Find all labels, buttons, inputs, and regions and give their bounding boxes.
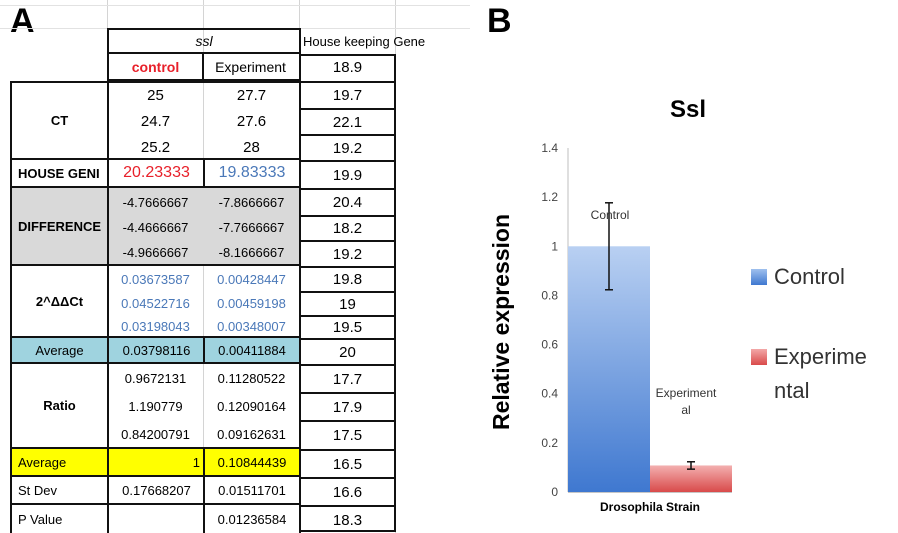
- y-tick-label: 0.6: [541, 338, 558, 352]
- average2-control: 1: [107, 449, 204, 477]
- housekeeping-value: 17.5: [299, 420, 396, 449]
- housekeeping-value: 16.5: [299, 449, 396, 477]
- difference-control-1: -4.7666667: [122, 195, 189, 210]
- y-tick-label: 1.4: [541, 141, 558, 155]
- y-tick-label: 0: [551, 485, 558, 499]
- legend-label-control: Control: [774, 264, 845, 289]
- housekeeping-value: 17.9: [299, 392, 396, 420]
- housekeeping-value: 19.5: [299, 315, 396, 338]
- housekeeping-value: 18.9: [332, 59, 363, 76]
- house-gene-control: 20.23333: [107, 160, 204, 188]
- difference-control-2: -4.4666667: [122, 220, 189, 235]
- row-label-stdev: St Dev: [10, 477, 107, 505]
- house-gene-experiment: 19.83333: [203, 160, 301, 188]
- row-label-average-1: Average: [10, 338, 107, 364]
- bar-chart-svg: Ssl Relative expression 0 0.2 0.4 0.6 0.8 1 1.…: [488, 96, 867, 514]
- ct-control-1: 25: [147, 86, 164, 104]
- pvalue-experiment: 0.01236584: [203, 505, 301, 533]
- housekeeping-value: 19.2: [299, 240, 396, 266]
- row-label-difference: DIFFERENCE: [10, 188, 107, 266]
- housekeeping-value: 19.9: [299, 160, 396, 188]
- legend-label-experimental-line2: ntal: [774, 378, 809, 403]
- spreadsheet-table: ssl House keeping Gene control Experimen…: [0, 0, 470, 533]
- ratio-control-3: 0.84200791: [121, 426, 190, 442]
- housekeeping-value: 18.2: [299, 215, 396, 240]
- housekeeping-header: House keeping Gene: [303, 33, 426, 49]
- ddct-control-3: 0.03198043: [121, 319, 190, 334]
- stdev-experiment: 0.01511701: [203, 477, 301, 505]
- difference-control-3: -4.9666667: [122, 245, 189, 260]
- row-label-ddct: 2^ΔΔCt: [10, 266, 107, 338]
- control-header: control: [107, 54, 204, 81]
- ratio-experiment-1: 0.11280522: [217, 370, 286, 386]
- housekeeping-value: 17.7: [299, 364, 396, 392]
- average2-experiment: 0.10844439: [203, 449, 301, 477]
- housekeeping-value: 20: [299, 338, 396, 364]
- difference-experiment-3: -8.1666667: [218, 245, 285, 260]
- ct-experiment-1: 27.7: [236, 86, 267, 104]
- average1-experiment: 0.00411884: [203, 338, 301, 364]
- housekeeping-value: 19: [299, 291, 396, 315]
- y-tick-label: 1: [551, 239, 558, 253]
- bar-label-experimental-line1: Experiment: [656, 386, 717, 400]
- housekeeping-value: 16.6: [299, 477, 396, 505]
- legend-swatch-control: [751, 269, 767, 285]
- ct-control-3: 25.2: [140, 138, 171, 156]
- legend-swatch-experimental: [751, 349, 767, 365]
- pvalue-control: [107, 505, 204, 533]
- bar-label-experimental-line2: al: [681, 403, 690, 417]
- row-label-pvalue: P Value: [10, 505, 107, 533]
- experiment-header: Experiment: [202, 54, 301, 81]
- housekeeping-value: 19.8: [299, 266, 396, 291]
- row-label-house-gene: HOUSE GENI: [10, 160, 107, 188]
- row-label-ratio: Ratio: [10, 364, 107, 449]
- difference-experiment-2: -7.7666667: [218, 220, 285, 235]
- bar-chart: Ssl Relative expression 0 0.2 0.4 0.6 0.8 1 1.…: [480, 0, 898, 533]
- ratio-experiment-3: 0.09162631: [217, 426, 286, 442]
- y-tick-label: 0.8: [541, 288, 558, 302]
- panel-label-a: A: [10, 2, 35, 40]
- legend-label-experimental-line1: Experime: [774, 344, 867, 369]
- bar-label-control: Control: [591, 208, 630, 222]
- ct-experiment-2: 27.6: [236, 112, 267, 130]
- housekeeping-value: 20.4: [299, 188, 396, 215]
- ratio-control-1: 0.9672131: [124, 370, 187, 386]
- stdev-control: 0.17668207: [107, 477, 204, 505]
- ddct-experiment-2: 0.00459198: [217, 295, 286, 311]
- ratio-control-2: 1.190779: [128, 398, 183, 414]
- chart-title: Ssl: [670, 96, 706, 123]
- average1-control: 0.03798116: [107, 338, 204, 364]
- x-axis-label: Drosophila Strain: [600, 500, 700, 514]
- ddct-experiment-1: 0.00428447: [217, 271, 286, 287]
- y-tick-label: 0.4: [541, 387, 558, 401]
- ddct-experiment-3: 0.00348007: [217, 319, 286, 334]
- panel-label-b: B: [487, 2, 512, 40]
- ddct-control-1: 0.03673587: [121, 271, 190, 287]
- housekeeping-value: 22.1: [299, 108, 396, 134]
- difference-experiment-1: -7.8666667: [218, 195, 285, 210]
- ct-experiment-3: 28: [243, 138, 260, 156]
- y-axis-label: Relative expression: [488, 214, 514, 430]
- housekeeping-value: 18.3: [299, 505, 396, 533]
- ct-control-2: 24.7: [140, 112, 171, 130]
- ratio-experiment-2: 0.12090164: [217, 398, 286, 414]
- row-label-average-2: Average: [10, 449, 107, 477]
- ssl-header: ssl: [107, 28, 301, 54]
- y-tick-label: 0.2: [541, 436, 558, 450]
- housekeeping-value: 19.7: [299, 81, 396, 108]
- row-label-ct: CT: [10, 81, 107, 160]
- housekeeping-value: 19.2: [299, 134, 396, 160]
- y-tick-label: 1.2: [541, 190, 558, 204]
- ddct-control-2: 0.04522716: [121, 295, 190, 311]
